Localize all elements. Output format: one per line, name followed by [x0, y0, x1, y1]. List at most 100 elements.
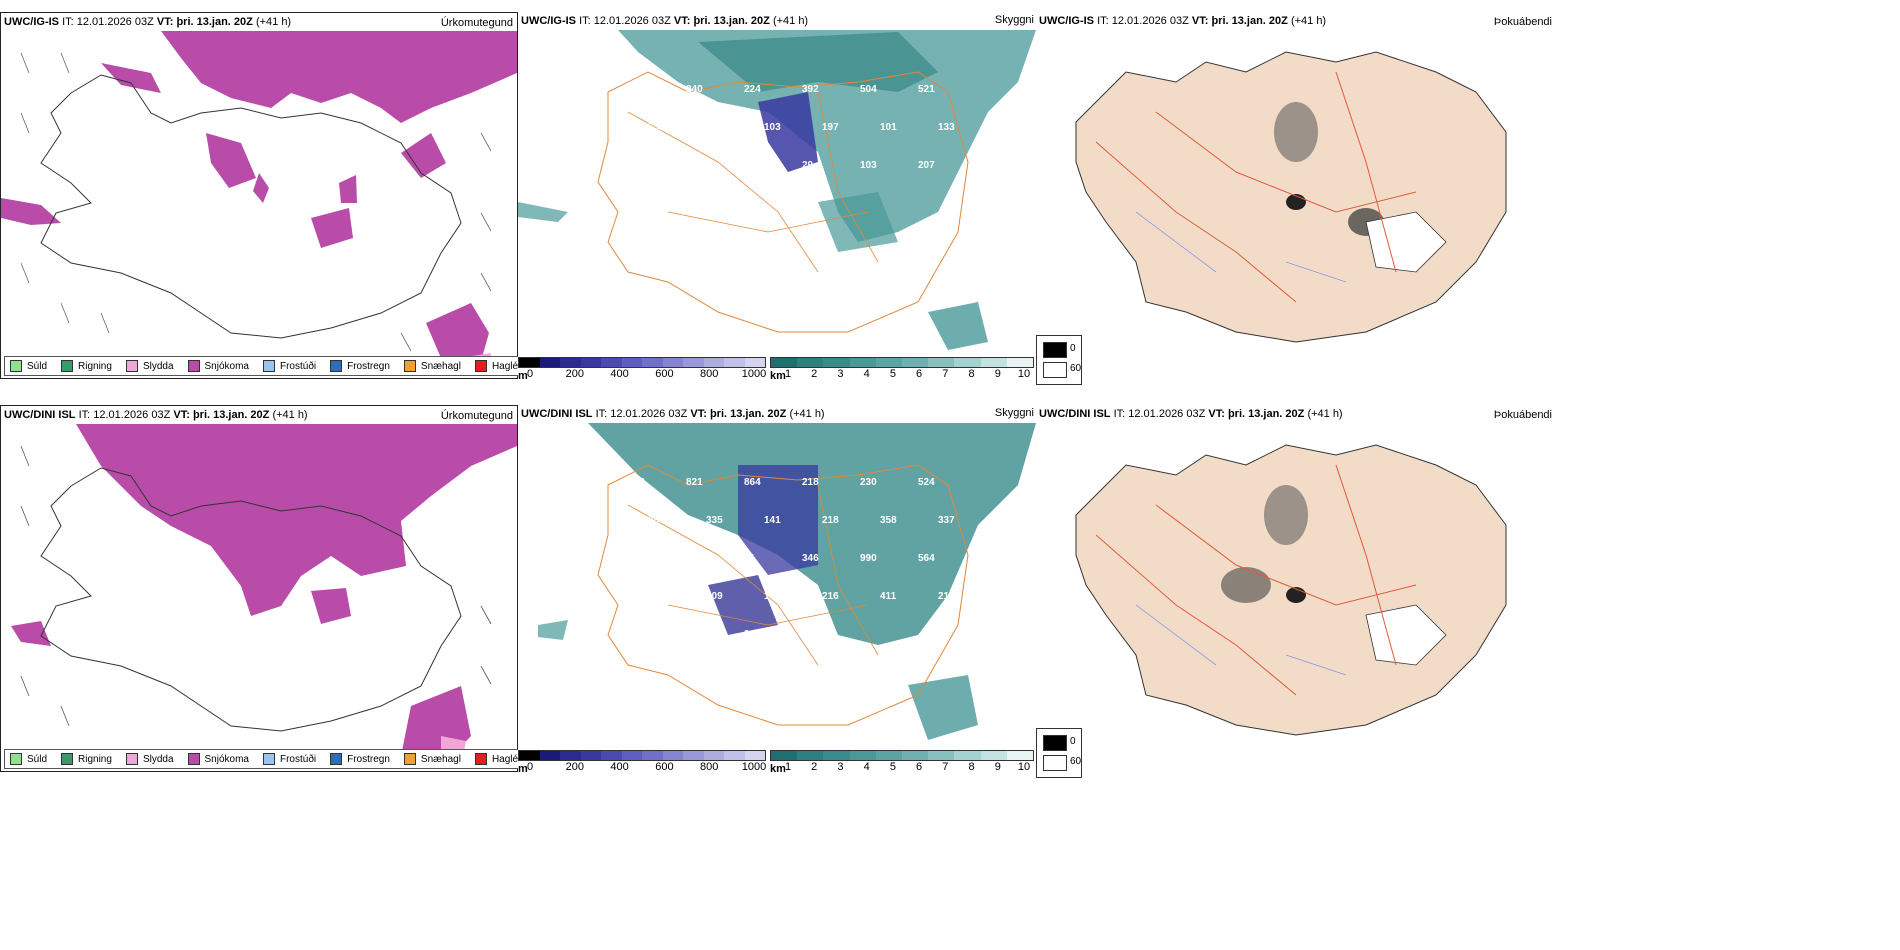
colorbar-segment [683, 751, 704, 760]
colorbar-segment [954, 751, 981, 760]
cloud-base-labels: 620 240 224 392 504 521 531 309 103 197 101 133 276 3… [628, 84, 955, 209]
legend-label: Haglél [491, 360, 521, 372]
legend-item: Snæhagl [399, 360, 470, 372]
colorbar-segment [849, 358, 876, 367]
cloud-base-label: 864 [744, 477, 761, 488]
legend-label: Snjókoma [204, 753, 249, 765]
cloud-base-label: 289 [648, 515, 665, 526]
legend-swatch [61, 360, 74, 372]
cloud-base-label: 142 [764, 591, 781, 602]
colorbar-tick: 2 [811, 368, 818, 380]
colorbar-tick: 8 [968, 368, 975, 380]
colorbar-segment [703, 358, 724, 367]
colorbar-segment [621, 751, 642, 760]
precip-type-panel-row2: UWC/DINI ISL IT: 12.01.2026 03Z VT: þri.… [0, 405, 531, 772]
colorbar-segment [823, 751, 850, 760]
cloud-base-label: 81 [744, 553, 756, 564]
fog-high-swatch [1043, 342, 1067, 358]
cloud-base-label: 230 [860, 477, 877, 488]
cloud-base-label: 521 [918, 84, 935, 95]
colorbar-tick: 1 [784, 761, 792, 773]
legend-item: Frostúði [258, 753, 325, 765]
colorbar-tick: 600 [655, 368, 674, 380]
legend-label: Súld [27, 360, 48, 372]
visibility-panel-row2: UWC/DINI ISL IT: 12.01.2026 03Z VT: þri.… [518, 405, 1036, 772]
cloud-base-label: 34 [686, 160, 698, 171]
fog-low-swatch [1043, 362, 1067, 378]
colorbar-segment [980, 751, 1007, 760]
height-unit: m [518, 763, 528, 775]
colorbar-segment [771, 358, 798, 367]
colorbar-tick: 6 [916, 761, 923, 773]
visibility-panel-row1: UWC/IG-IS IT: 12.01.2026 03Z VT: þri. 13… [518, 12, 1036, 379]
colorbar-segment [519, 358, 540, 367]
fog-index-panel-row2: UWC/DINI ISL IT: 12.01.2026 03Z VT: þri.… [1036, 405, 1556, 772]
panel-title: UWC/IG-IS IT: 12.01.2026 03Z VT: þri. 13… [521, 15, 809, 27]
legend-label: Rigning [78, 753, 112, 765]
legend-swatch [403, 753, 416, 765]
cloud-base-label: 101 [880, 122, 897, 133]
colorbar-segment [724, 751, 745, 760]
colorbar-segment [621, 358, 642, 367]
cloud-base-label: 392 [802, 84, 819, 95]
legend-label: Slydda [142, 360, 174, 372]
colorbar-segment [928, 751, 955, 760]
cloud-base-label: 197 [822, 122, 839, 133]
colorbar-segment [849, 751, 876, 760]
colorbar-tick: 400 [610, 761, 629, 773]
cloud-base-label: 133 [938, 122, 955, 133]
legend-swatch [262, 753, 275, 765]
cloud-base-label: 434 [628, 553, 645, 564]
legend-item: Rigning [56, 753, 121, 765]
colorbar-segment [744, 358, 765, 367]
colorbar-tick: 1000 [741, 761, 767, 773]
colorbar-tick: 1 [784, 368, 792, 380]
fog-index-title: Þokuábendi [1493, 16, 1552, 28]
colorbar-tick: 3 [837, 368, 844, 380]
colorbar-segment [683, 358, 704, 367]
cloud-base-label: 309 [706, 122, 723, 133]
cloud-base-label: 284 [686, 629, 703, 640]
colorbar-segment [539, 751, 560, 760]
legend-swatch [474, 360, 487, 372]
cloud-base-label: 564 [918, 553, 935, 564]
colorbar-segment [875, 751, 903, 760]
legend-swatch [262, 360, 275, 372]
fog-high-label: 0 [1070, 736, 1076, 747]
precip-type-map [1, 31, 517, 375]
legend-item: Frostúði [258, 360, 325, 372]
visibility-title: Skyggni [994, 14, 1034, 26]
colorbar-tick: 4 [863, 761, 870, 773]
cloud-base-label: 335 [706, 515, 723, 526]
colorbar-tick: 0 [526, 761, 534, 773]
cloud-base-label: 620 [628, 84, 645, 95]
legend-label: Frostúði [279, 753, 317, 765]
colorbar-segment [539, 358, 560, 367]
colorbar-segment [580, 358, 601, 367]
colorbar-segment [662, 358, 683, 367]
visibility-colorbar-row1: km 1 2 3 4 5 6 7 8 9 10 [770, 357, 1034, 382]
legend-item: Snæhagl [399, 753, 470, 765]
panel-title: UWC/IG-IS IT: 12.01.2026 03Z VT: þri. 13… [1039, 15, 1327, 27]
legend-label: Frostregn [347, 753, 390, 765]
legend-swatch [125, 360, 138, 372]
cloud-base-label: 218 [802, 477, 819, 488]
legend-swatch [330, 753, 343, 765]
colorbar-segment [560, 358, 581, 367]
colorbar-segment [1006, 358, 1034, 367]
cloud-base-label: 240 [686, 84, 703, 95]
cloud-base-label: 821 [686, 477, 703, 488]
precip-type-title: Úrkomutegund [440, 17, 513, 29]
cloud-base-label: 224 [744, 84, 761, 95]
cloud-base-label: 346 [802, 553, 819, 564]
cloud-base-label: 358 [880, 515, 897, 526]
vis-unit: km [770, 370, 786, 382]
fog-legend-row2: 0 60 [1036, 728, 1082, 778]
cloud-base-label: 103 [764, 122, 781, 133]
colorbar-segment [703, 751, 724, 760]
colorbar-tick: 400 [610, 368, 629, 380]
colorbar-tick: 3 [837, 761, 844, 773]
legend-swatch [125, 753, 138, 765]
legend-label: Haglél [491, 753, 521, 765]
colorbar-segment [744, 751, 765, 760]
